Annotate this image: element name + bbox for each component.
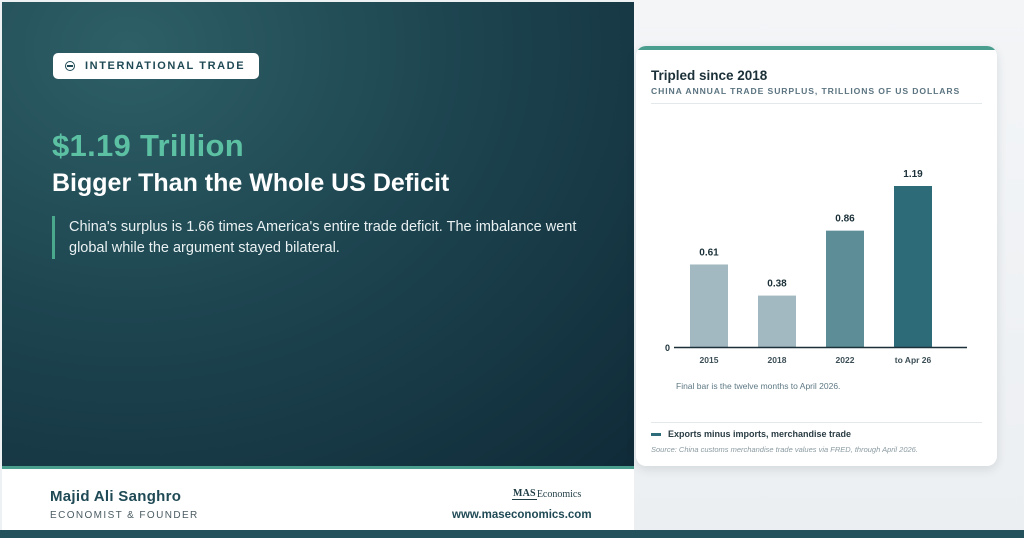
data-label: 0.61 xyxy=(699,247,719,258)
topic-badge-label: INTERNATIONAL TRADE xyxy=(85,60,246,72)
globe-icon xyxy=(65,61,75,71)
chart-title: Tripled since 2018 xyxy=(651,68,768,83)
headline-figure: $1.19 Trillion xyxy=(52,128,245,163)
hero-accent-line xyxy=(2,466,634,469)
bar-2022 xyxy=(826,230,864,347)
x-tick-label: 2015 xyxy=(700,355,719,365)
website-link[interactable]: www.maseconomics.com xyxy=(452,509,592,521)
chart-card-accent xyxy=(636,46,997,50)
chart-legend: Exports minus imports, merchandise trade xyxy=(651,429,851,439)
topic-badge: INTERNATIONAL TRADE xyxy=(53,53,260,79)
bar-2015 xyxy=(690,264,728,347)
chart-source: Source: China customs merchandise trade … xyxy=(651,445,918,454)
legend-swatch xyxy=(651,432,661,436)
data-label: 0.38 xyxy=(767,279,787,290)
author-role: ECONOMIST & FOUNDER xyxy=(50,510,199,521)
brand-logo-mark: MAS xyxy=(512,488,537,500)
chart-footer-divider xyxy=(651,422,982,423)
chart-header-divider xyxy=(651,103,982,104)
y-tick-label: 0 xyxy=(665,343,670,353)
chart-note: Final bar is the twelve months to April … xyxy=(676,381,841,391)
legend-label: Exports minus imports, merchandise trade xyxy=(668,429,852,439)
brand-logo-text: Economics xyxy=(536,488,582,500)
author-name: Majid Ali Sanghro xyxy=(50,488,182,505)
chart-card: Tripled since 2018 CHINA ANNUAL TRADE SU… xyxy=(636,46,997,466)
hero-panel: INTERNATIONAL TRADE $1.19 Trillion Bigge… xyxy=(2,2,634,466)
headline-subtitle: Bigger Than the Whole US Deficit xyxy=(52,169,450,197)
bar-2018 xyxy=(758,295,796,347)
data-label: 0.86 xyxy=(835,214,855,225)
brand-logo: MAS Economics xyxy=(512,488,581,500)
chart-subtitle: CHINA ANNUAL TRADE SURPLUS, TRILLIONS OF… xyxy=(651,86,961,96)
bottom-accent-bar xyxy=(0,530,1024,538)
data-label: 1.19 xyxy=(903,169,923,180)
bar-chart: 0.61 2015 0.38 2018 0.86 2022 1.19 to Apr 26 0 xyxy=(665,169,967,365)
x-tick-label: 2018 xyxy=(768,355,787,365)
quote-accent-bar xyxy=(52,216,55,259)
bar-to-apr-26 xyxy=(894,186,932,347)
x-tick-label: 2022 xyxy=(836,355,855,365)
summary-quote: China's surplus is 1.66 times America's … xyxy=(69,219,577,256)
x-tick-label: to Apr 26 xyxy=(895,355,932,365)
